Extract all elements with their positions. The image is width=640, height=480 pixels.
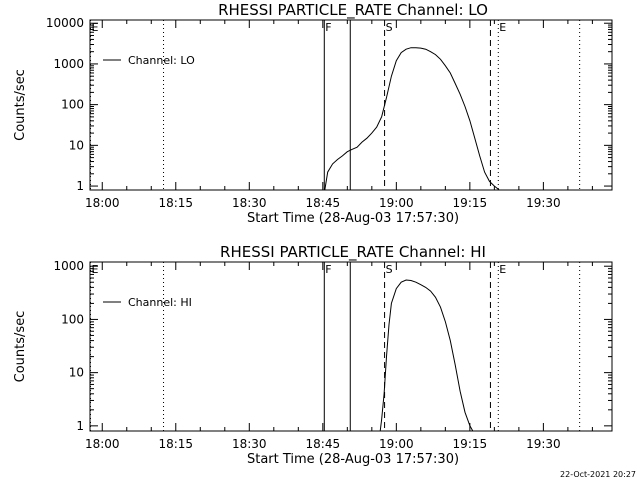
timestamp-label: 22-Oct-2021 20:27: [560, 470, 636, 479]
x-tick-label: 19:15: [453, 196, 488, 210]
event-marker-label: F: [325, 21, 331, 34]
x-axis-label: Start Time (28-Aug-03 17:57:30): [247, 211, 459, 226]
y-tick-label: 1000: [53, 259, 84, 273]
series-line-1: [379, 279, 474, 431]
legend-entry: Channel: HI: [128, 296, 192, 309]
y-axis-label: Counts/sec: [13, 311, 28, 383]
plot-frame: [89, 19, 613, 191]
event-marker-label: E: [499, 263, 506, 276]
x-tick-label: 18:30: [232, 437, 267, 451]
chart-panel-1: RHESSI PARTICLE_RATE Channel: LO 18:00 18:…: [13, 1, 613, 226]
y-tick-label: 10: [69, 138, 84, 152]
x-tick-label: 18:30: [232, 196, 267, 210]
chart-title: RHESSI PARTICLE_RATE Channel: HI: [220, 243, 486, 262]
x-tick-label: 19:00: [379, 437, 414, 451]
y-tick-label: 10: [69, 366, 84, 380]
event-marker-label: F: [325, 263, 331, 276]
x-tick-label: 19:30: [526, 437, 561, 451]
y-tick-label: 1: [76, 179, 84, 193]
y-tick-label: 1000: [53, 57, 84, 71]
x-tick-label: 18:00: [85, 196, 120, 210]
plot-frame: [89, 261, 613, 432]
y-tick-label: 100: [61, 312, 84, 326]
event-marker-label: S: [386, 21, 393, 34]
x-axis-label: Start Time (28-Aug-03 17:57:30): [247, 452, 459, 467]
x-tick-label: 18:15: [158, 437, 193, 451]
x-tick-label: 18:00: [85, 437, 120, 451]
chart-title: RHESSI PARTICLE_RATE Channel: LO: [218, 1, 488, 20]
legend-entry: Channel: LO: [128, 54, 195, 67]
event-marker-label: E: [91, 21, 98, 34]
x-tick-label: 18:45: [306, 196, 341, 210]
event-marker-label: E: [91, 263, 98, 276]
y-tick-label: 100: [61, 98, 84, 112]
y-axis-label: Counts/sec: [13, 69, 28, 141]
x-tick-label: 19:30: [526, 196, 561, 210]
y-tick-label: 10000: [46, 16, 84, 30]
x-tick-label: 18:45: [306, 437, 341, 451]
series-line-1: [324, 47, 500, 190]
x-tick-label: 18:15: [158, 196, 193, 210]
event-marker-label: E: [499, 21, 506, 34]
x-tick-label: 19:00: [379, 196, 414, 210]
y-tick-label: 1: [76, 419, 84, 433]
x-tick-label: 19:15: [453, 437, 488, 451]
event-marker-label: S: [386, 263, 393, 276]
chart-panel-2: RHESSI PARTICLE_RATE Channel: HI 18:00 18:…: [13, 243, 613, 467]
